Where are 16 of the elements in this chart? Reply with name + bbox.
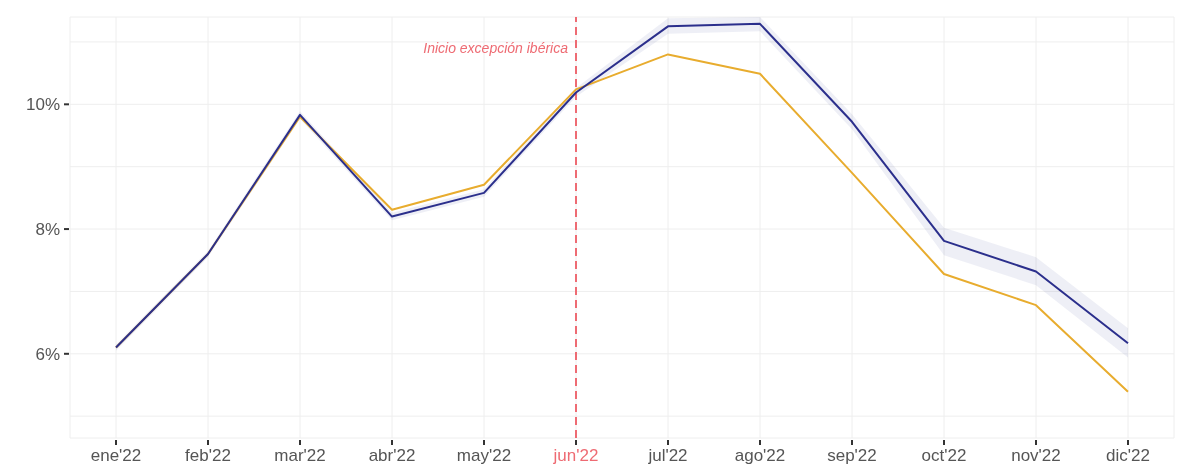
x-tick-label: oct'22 <box>921 446 967 465</box>
x-tick-label: jul'22 <box>647 446 688 465</box>
x-tick-label: may'22 <box>456 446 512 465</box>
y-tick-label: 10% <box>25 95 60 115</box>
x-tick-label: nov'22 <box>1011 446 1061 465</box>
x-tick-label: ene'22 <box>90 446 142 465</box>
x-tick-label: feb'22 <box>185 446 231 465</box>
x-tick-label: abr'22 <box>368 446 416 465</box>
x-tick-label: ago'22 <box>734 446 786 465</box>
y-tick-label: 8% <box>35 220 60 240</box>
x-tick-label: dic'22 <box>1106 446 1150 465</box>
x-tick-label: mar'22 <box>274 446 326 465</box>
x-tick-label: jun'22 <box>552 446 599 465</box>
ref-line-label: Inicio excepción ibérica <box>423 39 569 56</box>
x-tick-label: sep'22 <box>827 446 877 465</box>
y-tick-label: 6% <box>35 344 60 364</box>
